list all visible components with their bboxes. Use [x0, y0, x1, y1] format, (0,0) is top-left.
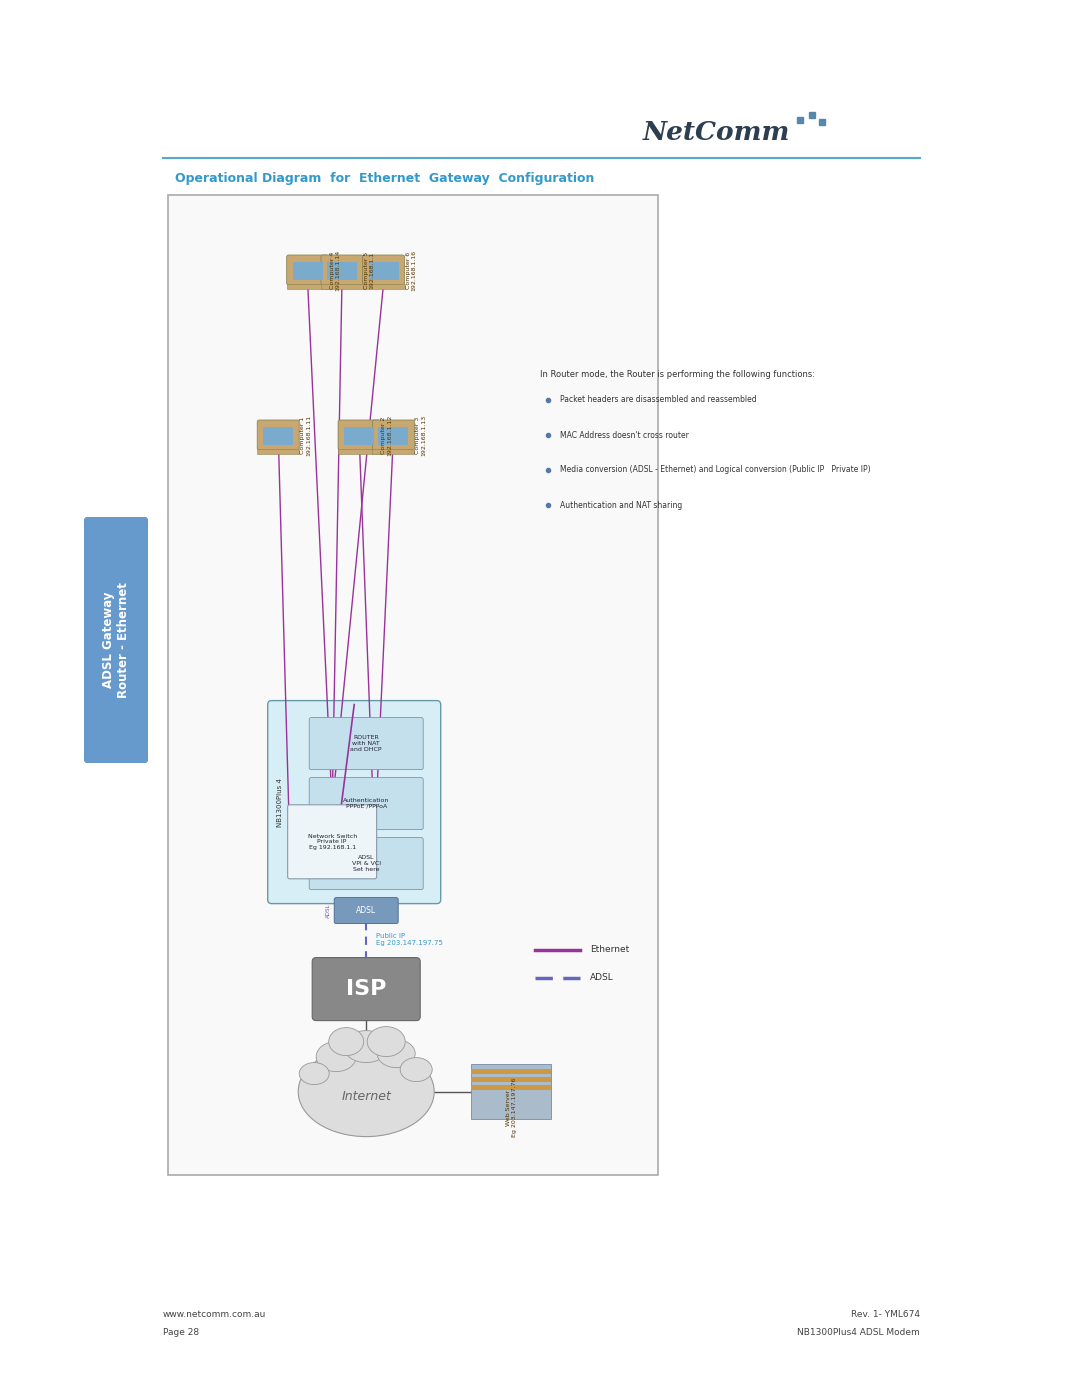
FancyBboxPatch shape — [471, 1085, 551, 1090]
Text: www.netcomm.com.au: www.netcomm.com.au — [163, 1310, 267, 1319]
Ellipse shape — [377, 1039, 415, 1067]
FancyBboxPatch shape — [363, 256, 405, 285]
FancyBboxPatch shape — [345, 427, 374, 446]
FancyBboxPatch shape — [293, 263, 323, 279]
Text: ADSL: ADSL — [326, 904, 330, 918]
Text: MAC Address doesn't cross router: MAC Address doesn't cross router — [561, 430, 689, 440]
Text: NetComm: NetComm — [643, 120, 789, 145]
FancyBboxPatch shape — [312, 957, 420, 1021]
Text: ADSL: ADSL — [356, 907, 376, 915]
FancyBboxPatch shape — [264, 427, 294, 446]
Text: Ethernet: Ethernet — [590, 946, 630, 954]
FancyBboxPatch shape — [471, 1065, 551, 1119]
FancyBboxPatch shape — [309, 718, 423, 770]
FancyBboxPatch shape — [338, 420, 380, 450]
FancyBboxPatch shape — [471, 1077, 551, 1083]
Text: Computer 4
192.168.1.14: Computer 4 192.168.1.14 — [329, 250, 340, 291]
Text: Public IP
Eg 203.147.197.75: Public IP Eg 203.147.197.75 — [376, 933, 443, 946]
FancyBboxPatch shape — [338, 448, 380, 454]
Text: Computer 1
192.168.1.11: Computer 1 192.168.1.11 — [300, 415, 311, 455]
Ellipse shape — [299, 1063, 329, 1084]
FancyBboxPatch shape — [257, 448, 299, 454]
Ellipse shape — [343, 1031, 389, 1063]
FancyBboxPatch shape — [287, 805, 377, 879]
FancyBboxPatch shape — [257, 420, 299, 450]
FancyBboxPatch shape — [334, 898, 399, 923]
Text: NB1300Plus 4: NB1300Plus 4 — [276, 778, 283, 827]
FancyBboxPatch shape — [309, 778, 423, 830]
Text: Computer 5
192.168.1.1: Computer 5 192.168.1.1 — [364, 251, 375, 289]
FancyBboxPatch shape — [368, 263, 399, 279]
FancyBboxPatch shape — [471, 1069, 551, 1074]
Text: Packet headers are disassembled and reassembled: Packet headers are disassembled and reas… — [561, 395, 757, 405]
Text: ADSL: ADSL — [590, 974, 613, 982]
Text: Internet: Internet — [341, 1090, 391, 1104]
FancyBboxPatch shape — [84, 517, 148, 763]
Text: ADSL Gateway
Router - Ethernet: ADSL Gateway Router - Ethernet — [102, 583, 130, 698]
Text: ROUTER
with NAT
and DHCP: ROUTER with NAT and DHCP — [350, 735, 382, 752]
Text: Web Server
Eg 203.147.197.76: Web Server Eg 203.147.197.76 — [505, 1077, 516, 1137]
Text: Media conversion (ADSL - Ethernet) and Logical conversion (Public IP   Private I: Media conversion (ADSL - Ethernet) and L… — [561, 465, 870, 475]
FancyBboxPatch shape — [286, 256, 328, 285]
Text: Operational Diagram  for  Ethernet  Gateway  Configuration: Operational Diagram for Ethernet Gateway… — [175, 172, 594, 184]
Ellipse shape — [316, 1042, 356, 1071]
Text: Page 28: Page 28 — [163, 1329, 199, 1337]
FancyBboxPatch shape — [373, 420, 415, 450]
Text: Network Switch
Private IP
Eg 192.168.1.1: Network Switch Private IP Eg 192.168.1.1 — [308, 834, 356, 851]
FancyBboxPatch shape — [168, 196, 658, 1175]
Text: Authentication
PPPoE /PPPoA: Authentication PPPoE /PPPoA — [343, 798, 390, 809]
Text: ISP: ISP — [346, 979, 387, 999]
Text: Computer 6
192.168.1.16: Computer 6 192.168.1.16 — [406, 250, 417, 291]
Ellipse shape — [367, 1027, 405, 1056]
Ellipse shape — [401, 1058, 432, 1081]
Text: Computer 3
192.168.1.13: Computer 3 192.168.1.13 — [416, 415, 427, 455]
Ellipse shape — [328, 1028, 364, 1056]
Text: Rev. 1- YML674: Rev. 1- YML674 — [851, 1310, 920, 1319]
Text: In Router mode, the Router is performing the following functions:: In Router mode, the Router is performing… — [540, 370, 815, 379]
FancyBboxPatch shape — [321, 284, 363, 289]
FancyBboxPatch shape — [378, 427, 408, 446]
Text: Computer 2
192.168.1.12: Computer 2 192.168.1.12 — [381, 415, 392, 455]
Text: Authentication and NAT sharing: Authentication and NAT sharing — [561, 500, 683, 510]
Text: ADSL
VPI & VCI
Set here: ADSL VPI & VCI Set here — [352, 855, 381, 872]
FancyBboxPatch shape — [373, 448, 415, 454]
FancyBboxPatch shape — [327, 263, 357, 279]
FancyBboxPatch shape — [363, 284, 405, 289]
FancyBboxPatch shape — [268, 701, 441, 904]
FancyBboxPatch shape — [286, 284, 328, 289]
FancyBboxPatch shape — [321, 256, 363, 285]
FancyBboxPatch shape — [309, 838, 423, 890]
Ellipse shape — [298, 1046, 434, 1137]
Text: NB1300Plus4 ADSL Modem: NB1300Plus4 ADSL Modem — [797, 1329, 920, 1337]
